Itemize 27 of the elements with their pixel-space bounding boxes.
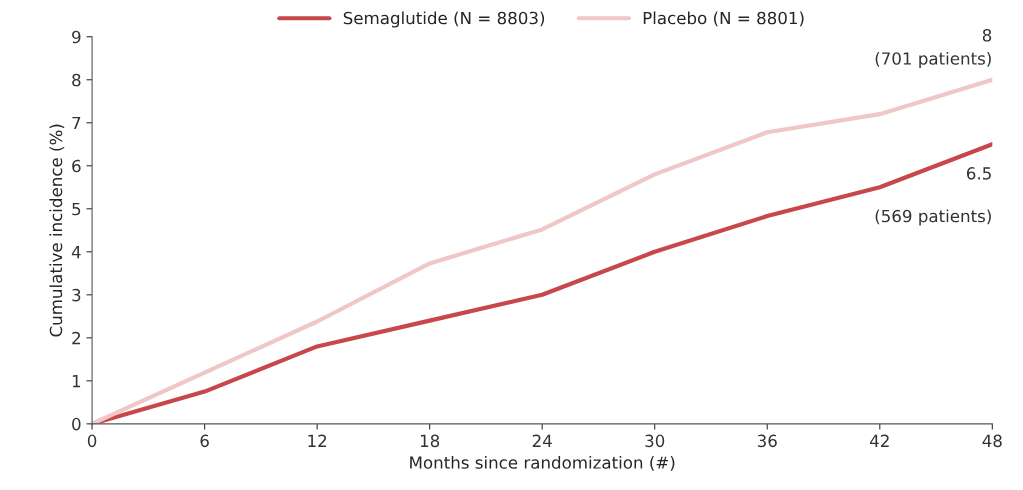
x-tick-label: 24 bbox=[532, 434, 552, 447]
y-tick-label: 3 bbox=[72, 288, 81, 302]
y-tick-label: 0 bbox=[72, 417, 81, 431]
x-axis-title: Months since randomization (#) bbox=[410, 455, 675, 471]
y-tick-label: 4 bbox=[71, 245, 81, 259]
x-tick-label: 36 bbox=[757, 434, 777, 448]
annotation: 6.5 bbox=[966, 167, 991, 180]
y-tick-label: 8 bbox=[72, 73, 81, 87]
y-tick-label: 9 bbox=[72, 30, 81, 44]
y-tick-label: 6 bbox=[72, 159, 81, 173]
legend-label: Semaglutide (N = 8803) bbox=[343, 11, 545, 28]
x-tick-label: 42 bbox=[869, 434, 889, 447]
annotation: (569 patients) bbox=[875, 209, 991, 226]
x-tick-label: 30 bbox=[645, 434, 665, 448]
annotation: (701 patients) bbox=[875, 51, 991, 69]
annotation: 8 bbox=[982, 28, 992, 42]
y-tick-label: 2 bbox=[72, 331, 80, 345]
x-tick-label: 48 bbox=[982, 434, 1002, 448]
x-tick-label: 6 bbox=[200, 434, 209, 448]
legend-label: Placebo (N = 8801) bbox=[643, 11, 804, 27]
y-tick-label: 7 bbox=[72, 116, 81, 130]
x-tick-label: 12 bbox=[308, 434, 327, 447]
y-tick-label: 5 bbox=[72, 202, 81, 216]
x-tick-label: 0 bbox=[87, 434, 97, 448]
y-tick-label: 1 bbox=[72, 375, 81, 388]
x-tick-label: 18 bbox=[420, 434, 440, 448]
y-axis-title: Cumulative incidence (%) bbox=[49, 124, 65, 337]
